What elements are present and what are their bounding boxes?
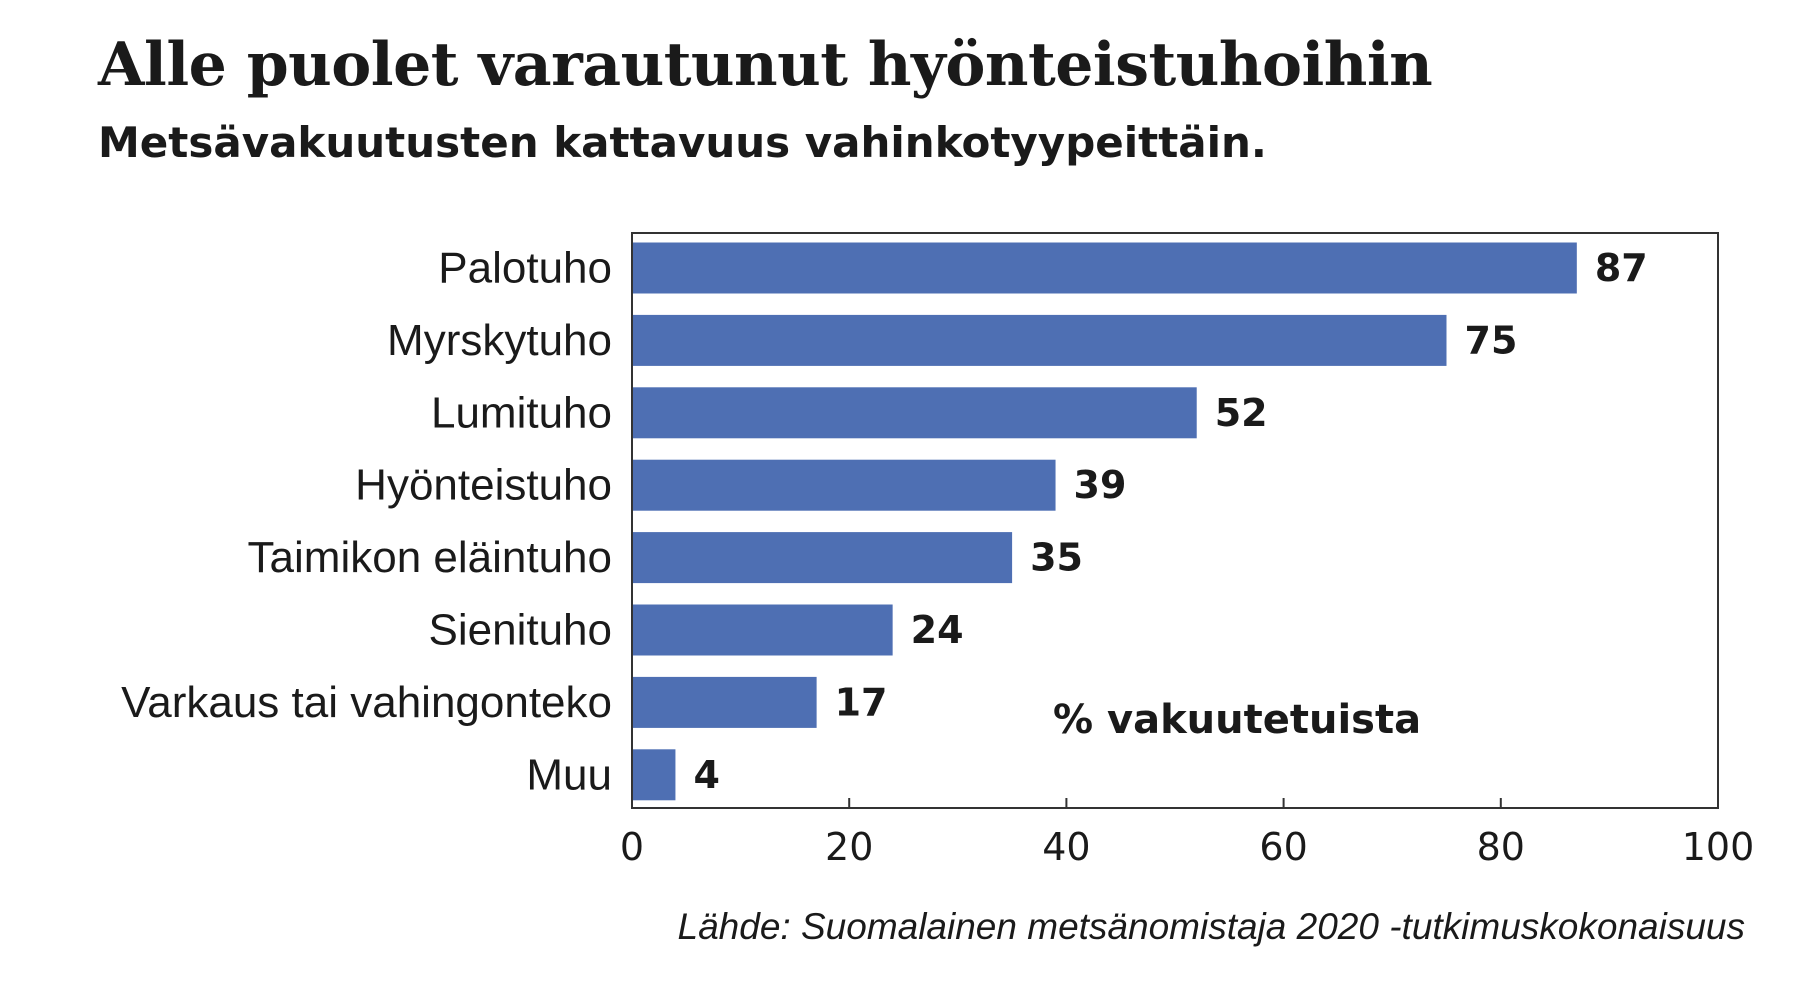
category-label: Taimikon eläintuho bbox=[248, 533, 612, 582]
x-axis-ticks-group: 0 20 40 60 80 100 bbox=[620, 798, 1754, 869]
x-tick-label: 60 bbox=[1259, 825, 1307, 869]
value-label: 75 bbox=[1465, 318, 1518, 362]
bar bbox=[633, 532, 1013, 584]
value-labels-group: 87 75 52 39 35 24 17 4 bbox=[693, 246, 1647, 797]
bar bbox=[633, 387, 1197, 439]
category-label: Myrskytuho bbox=[387, 316, 612, 365]
bar bbox=[633, 676, 817, 728]
value-label: 87 bbox=[1595, 246, 1648, 290]
unit-label: % vakuutetuista bbox=[1053, 697, 1421, 743]
category-label: Varkaus tai vahingonteko bbox=[121, 678, 612, 727]
category-label: Sienituho bbox=[429, 606, 612, 655]
value-label: 4 bbox=[693, 753, 719, 797]
value-label: 17 bbox=[835, 680, 888, 724]
chart-subtitle: Metsävakuutusten kattavuus vahinkotyypei… bbox=[98, 118, 1267, 167]
x-tick-label: 20 bbox=[825, 825, 873, 869]
value-label: 24 bbox=[911, 608, 964, 652]
value-label: 52 bbox=[1215, 391, 1268, 435]
bar bbox=[633, 314, 1447, 366]
bar-chart: Palotuho Myrskytuho Lumituho Hyönteistuho Ta… bbox=[121, 232, 1754, 869]
plot-area-frame bbox=[631, 232, 1719, 809]
x-tick-label: 40 bbox=[1042, 825, 1090, 869]
value-label: 39 bbox=[1074, 463, 1127, 507]
x-tick-label: 80 bbox=[1477, 825, 1525, 869]
x-tick-label: 0 bbox=[620, 825, 644, 869]
bar bbox=[633, 604, 893, 656]
source-note: Lähde: Suomalainen metsänomistaja 2020 -… bbox=[677, 906, 1745, 947]
x-tick-label: 100 bbox=[1682, 825, 1755, 869]
bars-group bbox=[633, 242, 1577, 801]
category-label: Lumituho bbox=[431, 388, 612, 437]
bar bbox=[633, 459, 1056, 511]
category-label: Muu bbox=[526, 750, 612, 799]
bar bbox=[633, 242, 1577, 294]
chart-title: Alle puolet varautunut hyönteistuhoihin bbox=[98, 30, 1433, 100]
category-labels-group: Palotuho Myrskytuho Lumituho Hyönteistuho Ta… bbox=[121, 244, 612, 800]
value-label: 35 bbox=[1030, 536, 1083, 580]
category-label: Hyönteistuho bbox=[355, 461, 612, 510]
category-label: Palotuho bbox=[438, 244, 612, 293]
bar bbox=[633, 749, 676, 801]
